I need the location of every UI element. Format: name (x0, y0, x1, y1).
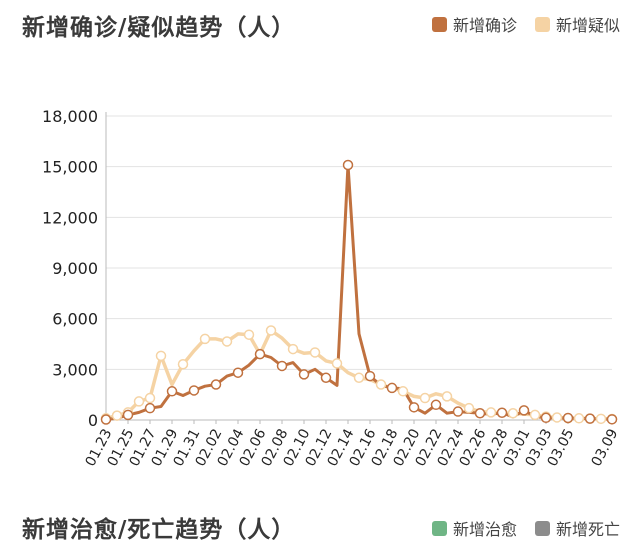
chart-title: 新增确诊/疑似趋势（人） (22, 15, 296, 41)
series-group (100, 159, 618, 425)
data-point-confirmed (430, 399, 442, 411)
data-point-suspected (375, 379, 387, 390)
data-point-confirmed (254, 348, 266, 360)
data-point-suspected (595, 413, 607, 425)
data-point-confirmed (540, 412, 552, 424)
legend-label-confirmed: 新增确诊 (453, 16, 518, 35)
data-point-suspected (155, 350, 167, 362)
data-point-suspected (353, 372, 365, 384)
y-tick-label: 15,000 (42, 158, 98, 177)
legend-label-cured: 新增治愈 (453, 520, 518, 539)
data-point-confirmed (562, 412, 574, 424)
y-tick-label: 3,000 (52, 360, 98, 379)
x-axis: 01.2301.2501.2701.2901.3102.0202.0402.06… (83, 419, 622, 469)
y-axis: 0 3,000 6,000 9,000 12,000 15,000 18,000 (42, 107, 107, 430)
data-point-confirmed (386, 382, 398, 394)
y-tick-label: 12,000 (42, 208, 98, 227)
data-point-suspected (331, 358, 343, 369)
trend-chart: 0 3,000 6,000 9,000 12,000 15,000 18,000 01.23… (42, 107, 622, 469)
data-point-suspected (529, 409, 541, 421)
data-point-confirmed (320, 372, 332, 384)
data-point-confirmed (584, 413, 596, 424)
legend-top: 新增确诊 新增疑似 (432, 12, 620, 36)
data-point-confirmed (364, 370, 376, 382)
data-point-confirmed (122, 409, 134, 421)
data-point-suspected (221, 336, 233, 347)
data-point-suspected (199, 333, 211, 345)
x-tick-label: 03.09 (589, 426, 622, 469)
data-point-confirmed (298, 369, 310, 380)
data-point-confirmed (342, 159, 354, 171)
data-point-confirmed (210, 379, 222, 390)
y-tick-label: 18,000 (42, 107, 98, 126)
data-point-confirmed (474, 407, 486, 419)
data-point-confirmed (606, 414, 618, 425)
legend-swatch-cured (432, 520, 447, 536)
y-tick-label: 9,000 (52, 259, 98, 278)
legend-swatch-suspected (535, 16, 551, 32)
legend-swatch-confirmed (432, 16, 447, 32)
data-point-confirmed (100, 414, 112, 425)
legend-label-deaths: 新增死亡 (556, 520, 621, 539)
data-point-suspected (419, 392, 431, 404)
data-point-suspected (144, 392, 156, 404)
data-point-suspected (485, 407, 497, 418)
data-point-suspected (507, 407, 519, 419)
data-point-suspected (265, 325, 277, 336)
data-point-suspected (287, 343, 299, 355)
data-point-suspected (111, 410, 123, 421)
data-point-confirmed (408, 402, 420, 413)
data-point-confirmed (452, 406, 464, 417)
data-point-confirmed (276, 360, 288, 372)
data-point-suspected (133, 396, 145, 407)
y-tick-label: 0 (88, 411, 98, 430)
legend-swatch-deaths (535, 520, 551, 536)
legend-bottom: 新增治愈 新增死亡 (432, 516, 620, 540)
data-point-confirmed (188, 385, 200, 396)
data-point-suspected (463, 402, 475, 414)
y-tick-label: 6,000 (52, 310, 98, 329)
data-point-suspected (441, 391, 453, 402)
data-point-suspected (177, 359, 189, 370)
data-point-confirmed (232, 367, 244, 378)
data-point-suspected (309, 347, 321, 358)
data-point-suspected (573, 413, 585, 424)
data-point-suspected (551, 412, 563, 423)
data-point-confirmed (144, 402, 156, 414)
legend-label-suspected: 新增疑似 (556, 16, 621, 35)
data-point-confirmed (166, 386, 178, 397)
data-point-suspected (243, 329, 255, 340)
data-point-confirmed (518, 405, 530, 416)
data-point-confirmed (496, 407, 508, 418)
data-point-suspected (397, 386, 409, 397)
second-chart-title: 新增治愈/死亡趋势（人） (22, 517, 296, 543)
